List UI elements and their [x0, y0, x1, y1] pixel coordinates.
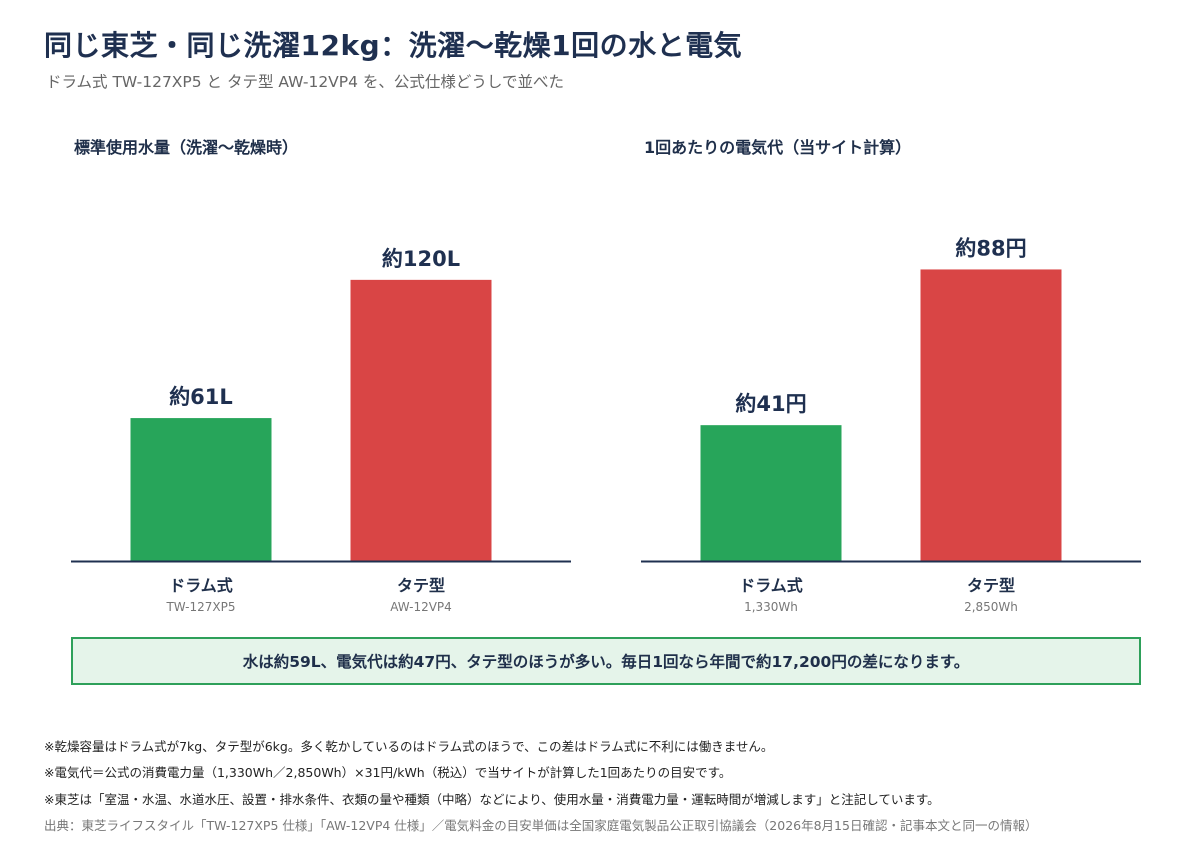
bar-electricity-0: [700, 425, 842, 561]
category-label-electricity-1: タテ型: [967, 576, 1015, 595]
source-citation: 出典：東芝ライフスタイル「TW-127XP5 仕様」「AW-12VP4 仕様」／…: [44, 818, 1038, 833]
footnote-toshiba-disclaimer: ※東芝は「室温・水温、水道水圧、設置・排水条件、衣類の量や種類（中略）などにより…: [44, 792, 940, 807]
chart-title-water: 標準使用水量（洗濯〜乾燥時）: [74, 138, 299, 157]
footnote-capacity: ※乾燥容量はドラム式が7kg、タテ型が6kg。多く乾かしているのはドラム式のほう…: [44, 739, 774, 754]
data-label-electricity-0: 約41円: [735, 392, 806, 416]
chart-title-electricity: 1回あたりの電気代（当サイト計算）: [644, 138, 912, 157]
category-sublabel-water-0: TW-127XP5: [165, 600, 235, 614]
category-label-water-1: タテ型: [397, 576, 445, 595]
bar-water-0: [130, 418, 272, 561]
bar-electricity-1: [920, 269, 1062, 561]
data-label-water-1: 約120L: [382, 247, 460, 271]
page-subtitle: ドラム式 TW-127XP5 と タテ型 AW-12VP4 を、公式仕様どうしで…: [46, 73, 564, 91]
summary-callout: 水は約59L、電気代は約47円、タテ型のほうが多い。毎日1回なら年間で約17,2…: [71, 637, 1141, 685]
bar-water-1: [350, 279, 492, 561]
category-label-electricity-0: ドラム式: [739, 576, 803, 595]
category-label-water-0: ドラム式: [169, 576, 233, 595]
page-title: 同じ東芝・同じ洗濯12kg：洗濯〜乾燥1回の水と電気: [44, 29, 743, 62]
category-sublabel-electricity-1: 2,850Wh: [964, 600, 1018, 614]
data-label-electricity-1: 約88円: [955, 236, 1026, 260]
footnote-electricity-calc: ※電気代＝公式の消費電力量（1,330Wh／2,850Wh）×31円/kWh（税…: [44, 765, 732, 780]
summary-callout-text: 水は約59L、電気代は約47円、タテ型のほうが多い。毎日1回なら年間で約17,2…: [242, 653, 970, 671]
data-label-water-0: 約61L: [169, 385, 233, 409]
category-sublabel-electricity-0: 1,330Wh: [744, 600, 798, 614]
category-sublabel-water-1: AW-12VP4: [390, 600, 452, 614]
